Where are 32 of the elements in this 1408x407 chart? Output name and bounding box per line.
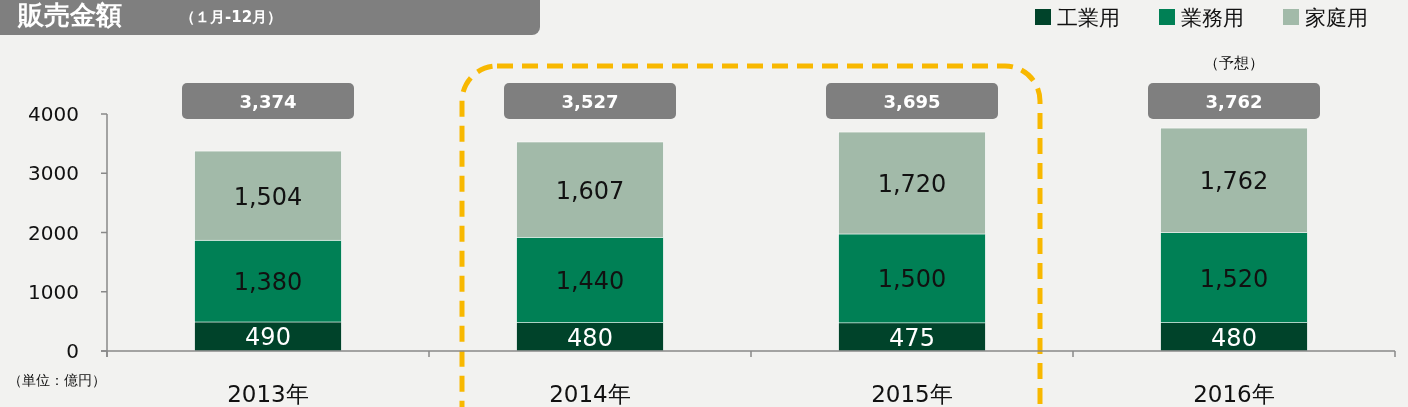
data-label: 1,520	[1199, 264, 1269, 293]
x-tick-label: 2014年	[549, 381, 631, 407]
data-label: 1,380	[233, 268, 303, 297]
x-tick-label: 2013年	[227, 381, 309, 407]
x-tick-label: 2016年	[1193, 381, 1275, 407]
total-label: 3,527	[561, 91, 619, 112]
y-tick-label: 2000	[28, 220, 79, 245]
total-label: 3,762	[1205, 91, 1263, 112]
total-label: 3,374	[239, 91, 297, 112]
text: （予想）	[1204, 54, 1264, 72]
data-label: 1,607	[555, 176, 625, 205]
chart-title: 販売金額	[17, 0, 122, 30]
data-label: 475	[889, 323, 935, 352]
y-tick-label: 4000	[28, 102, 79, 126]
y-tick-label: 1000	[28, 279, 79, 304]
data-label: 1,440	[555, 266, 625, 295]
legend-label: 工業用	[1057, 6, 1120, 30]
data-label: 490	[245, 323, 291, 352]
data-label: 1,504	[233, 182, 303, 211]
total-label: 3,695	[883, 91, 941, 112]
data-label: 1,762	[1199, 167, 1269, 196]
data-label: 1,720	[877, 170, 947, 199]
y-tick-label: 0	[66, 339, 79, 363]
legend-label: 業務用	[1181, 6, 1244, 30]
data-label: 480	[1211, 323, 1257, 352]
x-tick-label: 2015年	[871, 381, 953, 407]
text: （単位：億円）	[8, 372, 106, 388]
chart-subtitle: （１月-12月）	[180, 8, 283, 26]
data-label: 480	[567, 323, 613, 352]
legend-label: 家庭用	[1305, 6, 1368, 30]
data-label: 1,500	[877, 265, 947, 294]
y-tick-label: 3000	[28, 161, 79, 186]
